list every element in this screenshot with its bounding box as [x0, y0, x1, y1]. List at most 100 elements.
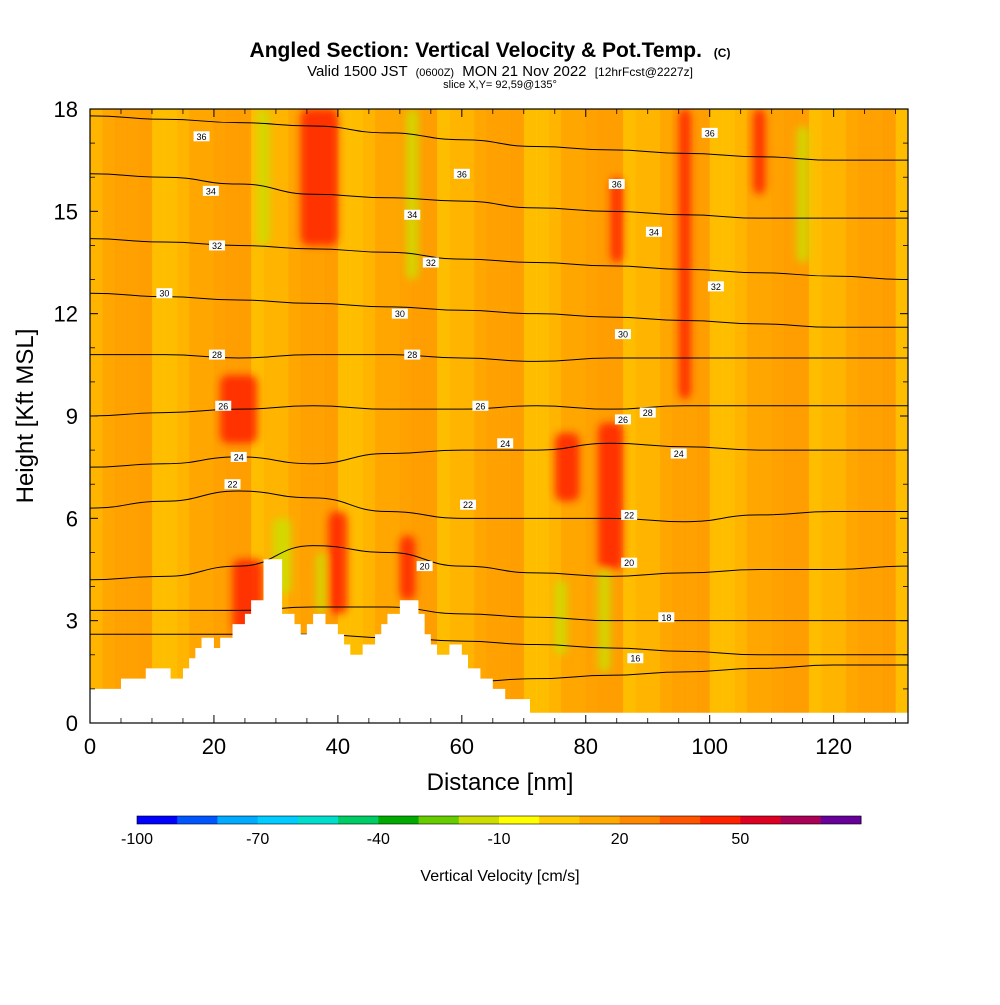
isentrope-label: 26	[614, 414, 631, 425]
isentrope-label-bg	[202, 185, 219, 196]
velocity-stripe	[114, 109, 128, 723]
isentrope-label-bg	[627, 653, 644, 664]
isentrope-label-bg	[614, 329, 631, 340]
colorbar-tick-label: 50	[731, 831, 749, 848]
isentrope-label-bg	[230, 451, 247, 462]
y-tick-label: 12	[54, 302, 78, 327]
isentrope-label-text: 32	[426, 258, 436, 268]
isentrope-label: 30	[614, 329, 631, 340]
isentrope-label-bg	[193, 131, 210, 142]
colorbar-swatch	[700, 816, 741, 824]
x-axis: 0 20 40 60 80 100 120	[84, 109, 897, 759]
velocity-stripe	[424, 109, 438, 723]
isentrope-label-bg	[224, 479, 241, 490]
colorbar-swatch	[539, 816, 580, 824]
colorbar-swatch	[338, 816, 379, 824]
velocity-stripe	[771, 109, 785, 723]
isentrope-label-text: 24	[500, 439, 510, 449]
downdraft-cell	[257, 109, 270, 246]
isentrope-label-bg	[391, 308, 408, 319]
isentrope-label: 32	[209, 240, 226, 251]
colorbar-swatch	[257, 816, 299, 824]
isentrope-label-text: 30	[618, 330, 628, 340]
isentrope-label: 24	[230, 451, 247, 462]
isentrope-label-text: 28	[407, 350, 417, 360]
isentrope-label-text: 20	[624, 558, 634, 568]
svg-text:Valid 1500 JST (0600Z): Valid 1500 JST (0600Z) MON 21 Nov 2022 […	[307, 63, 693, 80]
colorbar-swatch	[378, 816, 420, 824]
y-tick-label: 18	[54, 97, 78, 122]
velocity-stripe	[523, 109, 537, 723]
velocity-stripe	[821, 109, 835, 723]
y-tick-label: 0	[66, 711, 78, 736]
velocity-stripe	[350, 109, 364, 723]
isentrope-label-bg	[422, 257, 439, 268]
isentrope-label: 32	[422, 257, 439, 268]
velocity-stripe	[151, 109, 165, 723]
updraft-cell	[399, 535, 416, 601]
isentrope-label: 24	[497, 438, 514, 449]
isentrope-label: 20	[416, 561, 433, 572]
velocity-stripe	[585, 109, 599, 723]
isentrope-label-text: 36	[705, 128, 715, 138]
terrain	[90, 559, 908, 723]
isentrope-label-text: 22	[624, 510, 634, 520]
colorbar-tick-label: -10	[487, 831, 510, 848]
isentrope-label-text: 16	[630, 654, 640, 664]
isentrope-label: 36	[453, 168, 470, 179]
velocity-cells	[220, 109, 809, 672]
isentrope-label-bg	[215, 400, 232, 411]
isentrope-label-bg	[707, 281, 724, 292]
velocity-stripe	[697, 109, 711, 723]
velocity-stripe	[387, 109, 401, 723]
isentrope-label: 30	[156, 288, 173, 299]
velocity-stripe	[709, 109, 723, 723]
velocity-stripe	[337, 109, 351, 723]
isentrope-label-bg	[497, 438, 514, 449]
y-tick-label: 6	[66, 506, 78, 531]
subtitle-zulu: (0600Z)	[416, 67, 455, 79]
isentrope-label: 36	[701, 127, 718, 138]
isentrope-label-bg	[209, 240, 226, 251]
velocity-stripe	[734, 109, 748, 723]
isentrope-label-bg	[639, 407, 656, 418]
isentrope-label-text: 22	[463, 500, 473, 510]
velocity-stripe	[660, 109, 674, 723]
velocity-stripe	[176, 109, 190, 723]
x-tick-label: 20	[202, 734, 226, 759]
colorbar-swatch	[499, 816, 540, 824]
velocity-stripe	[474, 109, 488, 723]
isentrope-label-text: 22	[228, 480, 238, 490]
colorbar	[136, 815, 862, 825]
isentrope-label-bg	[608, 179, 625, 190]
isentrope-label-bg	[658, 612, 675, 623]
isentrope-32	[90, 238, 908, 281]
isentrope-label-text: 28	[212, 350, 222, 360]
x-tick-label: 60	[450, 734, 474, 759]
velocity-stripe	[300, 109, 314, 723]
velocity-stripe	[375, 109, 388, 723]
colorbar-ticks: -100 -70 -40 -10 20 50	[121, 831, 749, 848]
subtitle-forecast: [12hrFcst@2227z]	[595, 65, 693, 79]
isentrope-label-bg	[209, 349, 226, 360]
isentrope-label-bg	[156, 288, 173, 299]
isentrope-label-bg	[453, 168, 470, 179]
isentrope-label-bg	[404, 349, 421, 360]
isentrope-label: 20	[621, 557, 638, 568]
velocity-stripe	[164, 109, 178, 723]
isentrope-label-text: 26	[218, 401, 228, 411]
isentrope-label-text: 28	[643, 408, 653, 418]
isentrope-label: 26	[472, 400, 489, 411]
updraft-cell	[328, 511, 348, 614]
isentrope-label: 28	[209, 349, 226, 360]
updraft-cell	[610, 177, 623, 263]
isentrope-label-text: 26	[475, 401, 485, 411]
updraft-cell	[300, 109, 338, 246]
colorbar-frame	[136, 815, 862, 825]
isentrope-labels: 36 34 32 30 28 26 24 22 36 34 32 30 28 26 24 22 20 36 34 32…	[156, 127, 724, 664]
isentrope-label-text: 30	[395, 309, 405, 319]
velocity-stripe	[449, 109, 463, 723]
colorbar-swatch	[619, 816, 661, 824]
colorbar-swatch	[820, 816, 862, 824]
